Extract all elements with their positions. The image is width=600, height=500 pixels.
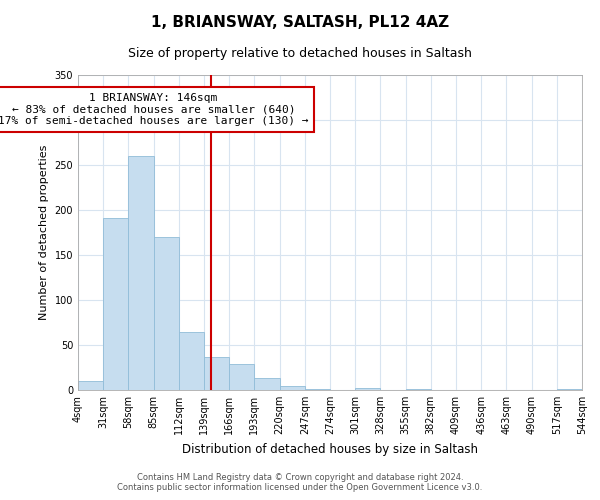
- Bar: [229, 364, 254, 390]
- Bar: [557, 389, 582, 390]
- Bar: [305, 389, 330, 390]
- Bar: [78, 381, 103, 390]
- Bar: [154, 237, 179, 390]
- Bar: [128, 156, 154, 390]
- Bar: [179, 332, 204, 390]
- X-axis label: Distribution of detached houses by size in Saltash: Distribution of detached houses by size …: [182, 442, 478, 456]
- Y-axis label: Number of detached properties: Number of detached properties: [39, 145, 49, 320]
- Bar: [355, 388, 380, 390]
- Bar: [204, 356, 229, 390]
- Bar: [103, 218, 128, 390]
- Bar: [406, 389, 431, 390]
- Text: 1 BRIANSWAY: 146sqm
← 83% of detached houses are smaller (640)
17% of semi-detac: 1 BRIANSWAY: 146sqm ← 83% of detached ho…: [0, 93, 309, 126]
- Text: Size of property relative to detached houses in Saltash: Size of property relative to detached ho…: [128, 48, 472, 60]
- Bar: [280, 386, 305, 390]
- Text: 1, BRIANSWAY, SALTASH, PL12 4AZ: 1, BRIANSWAY, SALTASH, PL12 4AZ: [151, 15, 449, 30]
- Bar: [254, 378, 280, 390]
- Text: Contains HM Land Registry data © Crown copyright and database right 2024.
Contai: Contains HM Land Registry data © Crown c…: [118, 473, 482, 492]
